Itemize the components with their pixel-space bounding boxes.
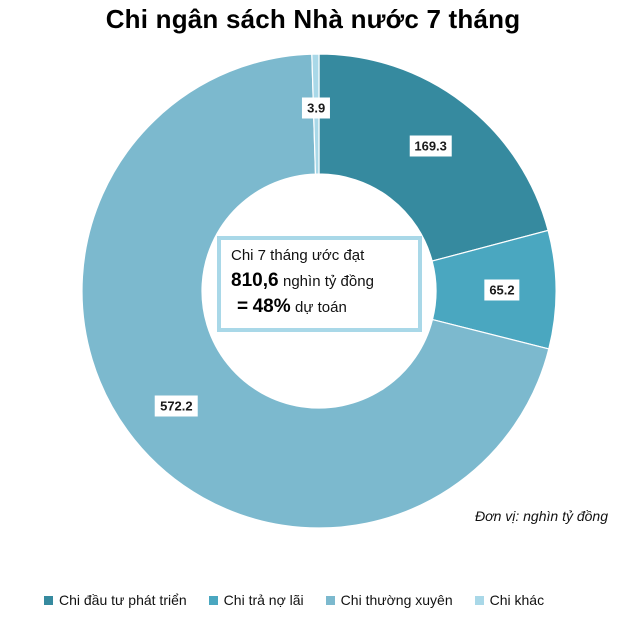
legend-swatch xyxy=(474,595,484,605)
legend-label: Chi thường xuyên xyxy=(340,592,453,608)
legend-label: Chi khác xyxy=(489,592,545,608)
data-label: 65.2 xyxy=(484,279,520,301)
legend-item: Chi đầu tư phát triển xyxy=(44,592,187,608)
center-percent-prefix: = xyxy=(237,296,249,317)
legend-swatch xyxy=(325,595,335,605)
legend-item: Chi trả nợ lãi xyxy=(208,592,304,608)
data-label: 572.2 xyxy=(155,395,198,417)
center-percent-value: 48% xyxy=(252,296,291,317)
legend-label: Chi đầu tư phát triển xyxy=(59,592,187,608)
donut-slice xyxy=(318,53,549,262)
legend-item: Chi thường xuyên xyxy=(325,592,453,608)
center-percent-suffix: dự toán xyxy=(295,299,347,316)
chart-title: Chi ngân sách Nhà nước 7 tháng xyxy=(105,4,521,34)
center-summary-box: Chi 7 tháng ước đạt 810,6 nghìn tỷ đồng … xyxy=(217,236,422,332)
data-label: 3.9 xyxy=(302,97,331,119)
center-total-value: 810,6 xyxy=(231,270,279,291)
unit-note: Đơn vị: nghìn tỷ đồng xyxy=(475,508,608,524)
center-total-unit: nghìn tỷ đồng xyxy=(283,273,374,290)
legend-item: Chi khác xyxy=(474,592,545,608)
data-label: 169.3 xyxy=(409,135,452,157)
legend-label: Chi trả nợ lãi xyxy=(223,592,304,608)
legend: Chi đầu tư phát triển Chi trả nợ lãi Chi… xyxy=(44,592,544,608)
legend-swatch xyxy=(44,595,53,605)
center-caption: Chi 7 tháng ước đạt xyxy=(231,247,365,264)
legend-swatch xyxy=(208,595,218,605)
donut-slice xyxy=(81,53,550,529)
